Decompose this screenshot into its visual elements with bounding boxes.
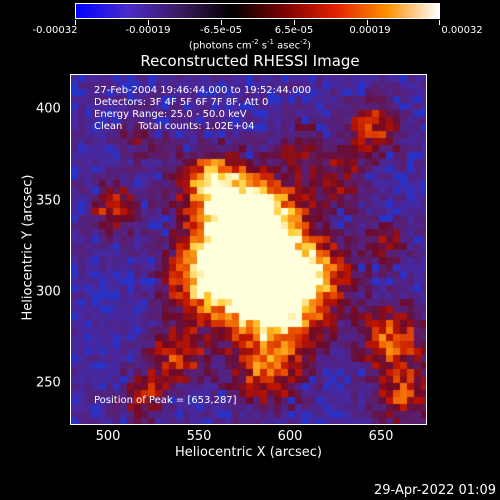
colorbar-tick bbox=[439, 20, 440, 25]
info-time-range: 27-Feb-2004 19:46:44.000 to 19:52:44.000 bbox=[94, 85, 312, 96]
y-tick-label: 300 bbox=[36, 284, 61, 300]
colorbar bbox=[75, 3, 440, 19]
colorbar-tick bbox=[221, 20, 222, 25]
colorbar-label: -0.00019 bbox=[125, 25, 171, 36]
y-tick-label: 350 bbox=[36, 193, 61, 209]
x-tick-label: 600 bbox=[277, 429, 303, 444]
info-detectors: Detectors: 3F 4F 5F 6F 7F 8F, Att 0 bbox=[94, 97, 269, 108]
y-tick-label: 400 bbox=[36, 101, 61, 117]
colorbar-tick bbox=[75, 20, 76, 25]
x-tick-label: 500 bbox=[95, 429, 121, 444]
rhessi-image bbox=[71, 75, 426, 424]
colorbar-label: 6.5e-05 bbox=[274, 25, 314, 36]
colorbar-label: -6.5e-05 bbox=[200, 25, 242, 36]
x-tick-label: 650 bbox=[368, 429, 394, 444]
colorbar-units: (photons cm-2 s-1 asec-2) bbox=[188, 38, 312, 52]
y-axis-label: Heliocentric Y (arcsec) bbox=[20, 174, 36, 321]
colorbar-tick bbox=[294, 20, 295, 25]
rhessi-image-frame: 27-Feb-2004 19:46:44.000 to 19:52:44.000… bbox=[70, 74, 427, 425]
colorbar-tick bbox=[148, 20, 149, 25]
colorbar-tick bbox=[367, 20, 368, 25]
x-axis-label: Heliocentric X (arcsec) bbox=[175, 445, 322, 460]
plot-title: Reconstructed RHESSI Image bbox=[140, 52, 360, 70]
footer-date: 29-Apr-2022 01:09 bbox=[374, 483, 496, 498]
colorbar-label: 0.00032 bbox=[441, 25, 483, 36]
info-total-counts: Clean Total counts: 1.02E+04 bbox=[94, 121, 255, 132]
colorbar-label: 0.00019 bbox=[349, 25, 391, 36]
info-peak-position: Position of Peak = [653,287] bbox=[94, 395, 237, 406]
info-energy-range: Energy Range: 25.0 - 50.0 keV bbox=[94, 109, 247, 120]
x-tick-label: 550 bbox=[186, 429, 212, 444]
colorbar-label: -0.00032 bbox=[32, 25, 78, 36]
y-tick-label: 250 bbox=[36, 375, 61, 391]
